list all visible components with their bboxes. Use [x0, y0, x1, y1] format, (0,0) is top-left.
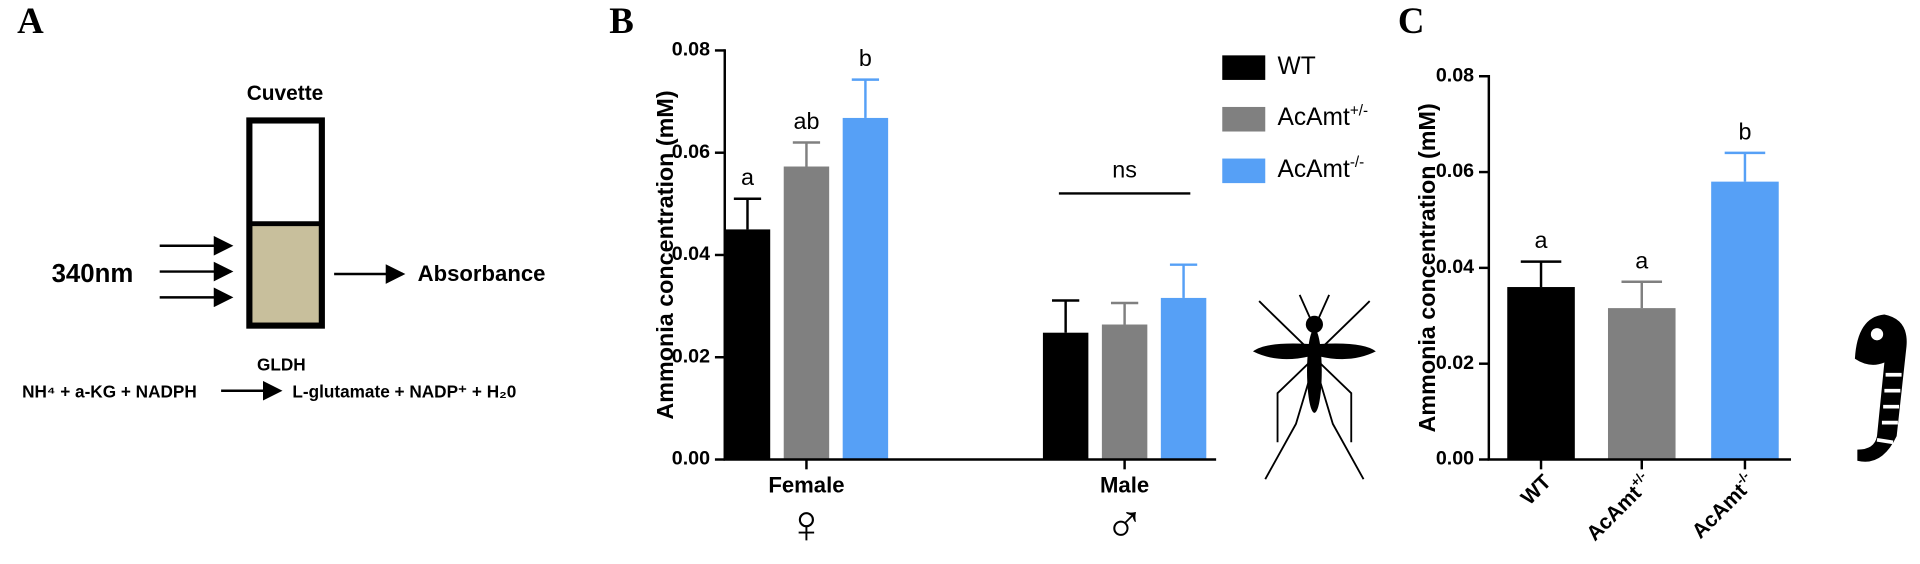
output-label: Absorbance [418, 261, 546, 286]
legend-label: WT [1278, 53, 1316, 80]
panel-label: C [1398, 0, 1425, 41]
category-symbol: ♀ [786, 495, 827, 555]
y-tick-label: 0.08 [672, 39, 710, 61]
bar [1042, 332, 1089, 460]
bar [1711, 181, 1779, 460]
significance-label: ns [1112, 156, 1137, 182]
y-axis-label: Ammonia concentration (mM) [652, 90, 678, 419]
larva-icon [1854, 314, 1907, 462]
wavelength: 340nm [52, 260, 134, 288]
y-tick-label: 0.02 [672, 345, 710, 367]
x-tick-label: Male [1100, 472, 1149, 497]
y-tick-label: 0.04 [1436, 256, 1474, 278]
cuvette-label: Cuvette [247, 82, 324, 105]
assay-diagram: Cuvette 340nm Absorbance GLDH NH⁴ + a-KG… [22, 82, 545, 402]
bar [1507, 287, 1575, 460]
significance-letter: a [1635, 247, 1648, 273]
category-symbol: ♂ [1104, 495, 1145, 555]
x-tick-label: AcAmt+/- [1580, 469, 1657, 546]
panel-label: A [17, 0, 44, 41]
significance-letter: a [1535, 227, 1548, 253]
mosquito-icon [1252, 294, 1376, 480]
legend-label: AcAmt-/- [1278, 154, 1365, 183]
reactants: NH⁴ + a-KG + NADPH [22, 382, 197, 402]
significance-letter: b [1738, 118, 1751, 144]
legend-label: AcAmt+/- [1278, 103, 1368, 132]
panel-label: B [609, 0, 634, 41]
y-tick-label: 0.02 [1436, 352, 1474, 374]
x-tick-label: WT [1517, 470, 1556, 509]
y-axis-label: Ammonia concentration (mM) [1414, 103, 1440, 432]
significance-letter: b [859, 45, 872, 71]
products: L-glutamate + NADP⁺ + H₂0 [292, 382, 516, 402]
y-tick-label: 0.06 [672, 141, 710, 163]
bar [842, 117, 889, 460]
x-tick-label: AcAmt-/- [1685, 469, 1759, 543]
bar [783, 166, 830, 460]
y-tick-label: 0.06 [1436, 160, 1474, 182]
y-tick-label: 0.00 [1436, 448, 1474, 470]
bar [1160, 297, 1207, 460]
legend-swatch [1222, 55, 1266, 80]
bar [724, 229, 771, 460]
enzyme-label: GLDH [257, 355, 306, 375]
y-tick-label: 0.00 [672, 448, 710, 470]
x-tick-label: Female [768, 472, 844, 497]
y-tick-label: 0.04 [672, 243, 710, 265]
legend-swatch [1222, 106, 1266, 132]
y-tick-label: 0.08 [1436, 64, 1474, 86]
bar [1607, 308, 1676, 460]
sample [249, 223, 322, 326]
significance-letter: a [741, 164, 754, 190]
bar [1101, 324, 1148, 460]
significance-letter: ab [793, 108, 819, 134]
legend-swatch [1222, 158, 1266, 184]
